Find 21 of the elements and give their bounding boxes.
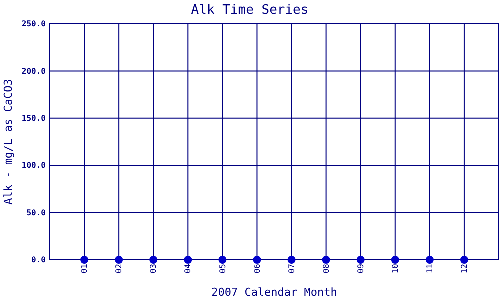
- x-tick-label: 02: [114, 264, 124, 274]
- x-tick-label: 01: [80, 264, 90, 274]
- x-tick-label: 05: [218, 264, 228, 274]
- x-tick-label: 10: [390, 264, 400, 274]
- y-axis-title: Alk - mg/L as CaCO3: [2, 79, 15, 205]
- x-tick-label: 06: [252, 264, 262, 274]
- x-tick-label: 07: [287, 264, 296, 274]
- chart-title: Alk Time Series: [191, 3, 309, 18]
- x-tick-label: 03: [149, 264, 158, 274]
- y-tick-label: 100.0: [22, 161, 46, 170]
- x-tick-label: 11: [425, 264, 434, 274]
- y-tick-label: 250.0: [22, 20, 46, 29]
- x-tick-label: 04: [184, 264, 193, 274]
- y-tick-label: 0.0: [32, 256, 46, 265]
- y-tick-label: 150.0: [22, 114, 46, 123]
- x-tick-label: 12: [460, 264, 470, 274]
- x-tick-label: 09: [356, 264, 366, 274]
- y-tick-label: 200.0: [22, 66, 46, 76]
- x-tick-label: 08: [322, 264, 331, 274]
- y-tick-label: 50.0: [26, 208, 46, 218]
- x-axis-title: 2007 Calendar Month: [212, 286, 338, 299]
